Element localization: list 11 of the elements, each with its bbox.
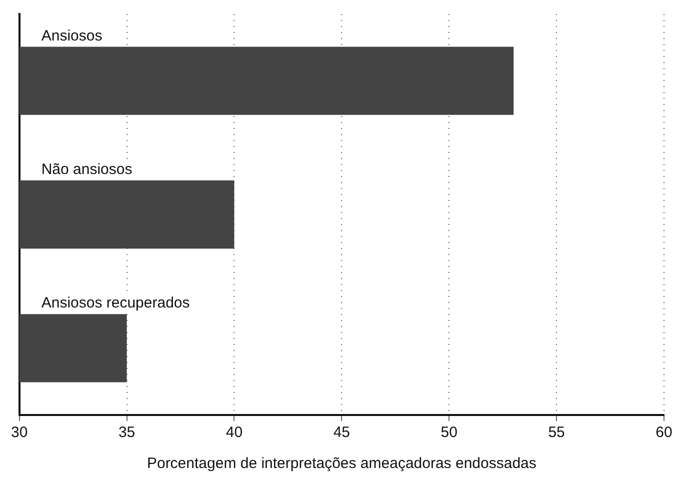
x-tick-label: 40 [226,424,243,442]
y-tick-label: Não ansiosos [41,161,132,178]
y-tick-label: Ansiosos [41,27,102,44]
x-tick-label: 30 [11,424,28,442]
x-tick-label: 35 [118,424,136,442]
x-tick-label: 55 [548,424,565,442]
x-axis-title: Porcentagem de interpretações ameaçadoras endossadas [146,455,536,472]
x-tick-label: 50 [440,424,458,442]
y-tick-label: Ansiosos recuperados [41,294,190,312]
x-tick-label: 60 [656,424,672,442]
x-tick-label: 45 [333,424,350,442]
